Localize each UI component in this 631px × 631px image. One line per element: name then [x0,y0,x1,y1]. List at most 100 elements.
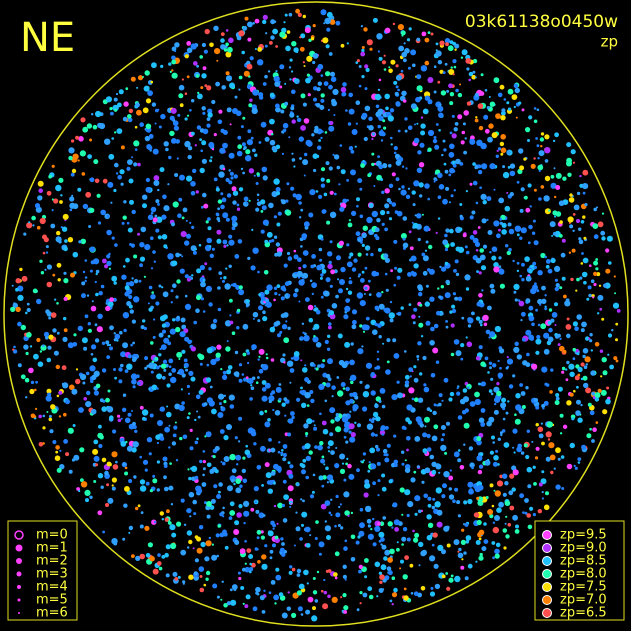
star [299,537,303,541]
star [320,98,325,103]
star [258,512,265,519]
star [337,390,344,397]
star [566,360,570,365]
star [600,230,606,236]
star [554,302,558,307]
star [63,246,68,252]
star [215,187,220,192]
star [315,103,321,108]
star [319,276,323,280]
star [366,423,374,430]
star [303,569,309,576]
star [489,163,496,170]
star [475,316,481,321]
star [45,395,52,402]
star [454,575,461,583]
star [572,213,576,216]
star [223,394,226,397]
star [199,459,203,464]
star [576,191,581,196]
star [538,482,543,487]
star [163,368,167,372]
star [251,228,254,231]
star [538,169,541,172]
star [456,500,461,505]
star [170,301,173,304]
star [460,343,465,348]
star [401,536,407,542]
star [308,38,312,42]
star [496,390,502,397]
star [145,186,152,193]
star [199,362,203,366]
star [425,320,431,326]
star [222,506,225,510]
star [221,197,227,203]
star [465,58,472,64]
star [424,425,427,428]
star [231,226,236,231]
star [444,247,449,252]
star [281,449,284,452]
star [229,453,236,461]
star [241,468,246,474]
star [17,321,22,327]
star [314,445,318,449]
star [202,450,206,453]
star [170,289,174,293]
star [382,342,385,345]
star [524,498,529,503]
star [247,361,250,365]
star [243,146,247,150]
star [393,283,397,287]
star [45,336,49,340]
star [381,190,385,194]
star [525,362,531,368]
star [224,545,229,550]
star [475,356,480,361]
star [84,259,88,262]
star [238,416,243,421]
star [351,324,357,330]
star [315,520,319,524]
star [222,279,225,283]
star [82,203,89,210]
star [422,432,428,438]
star [143,85,150,92]
star [526,513,531,518]
star [275,106,281,113]
star [514,413,517,417]
star [395,160,402,166]
star [454,48,457,51]
star [287,591,290,594]
star [72,424,76,427]
star [508,247,512,252]
star [139,455,142,459]
star [376,595,379,598]
star [154,122,157,125]
star [278,468,282,472]
star [442,239,449,246]
star [31,215,36,221]
star [408,303,412,306]
star [301,523,304,527]
star [42,414,46,418]
star [423,383,427,387]
star [190,191,196,196]
star [295,511,298,514]
star [167,521,172,525]
star [70,172,75,177]
star [349,392,354,397]
star [551,234,554,237]
star [500,134,507,140]
star [483,539,489,544]
star [452,499,456,504]
star [126,301,132,307]
star [458,547,462,552]
star [479,248,485,253]
star [469,488,473,493]
star [355,540,360,545]
star [418,315,421,318]
star [332,88,339,96]
star [550,174,555,179]
